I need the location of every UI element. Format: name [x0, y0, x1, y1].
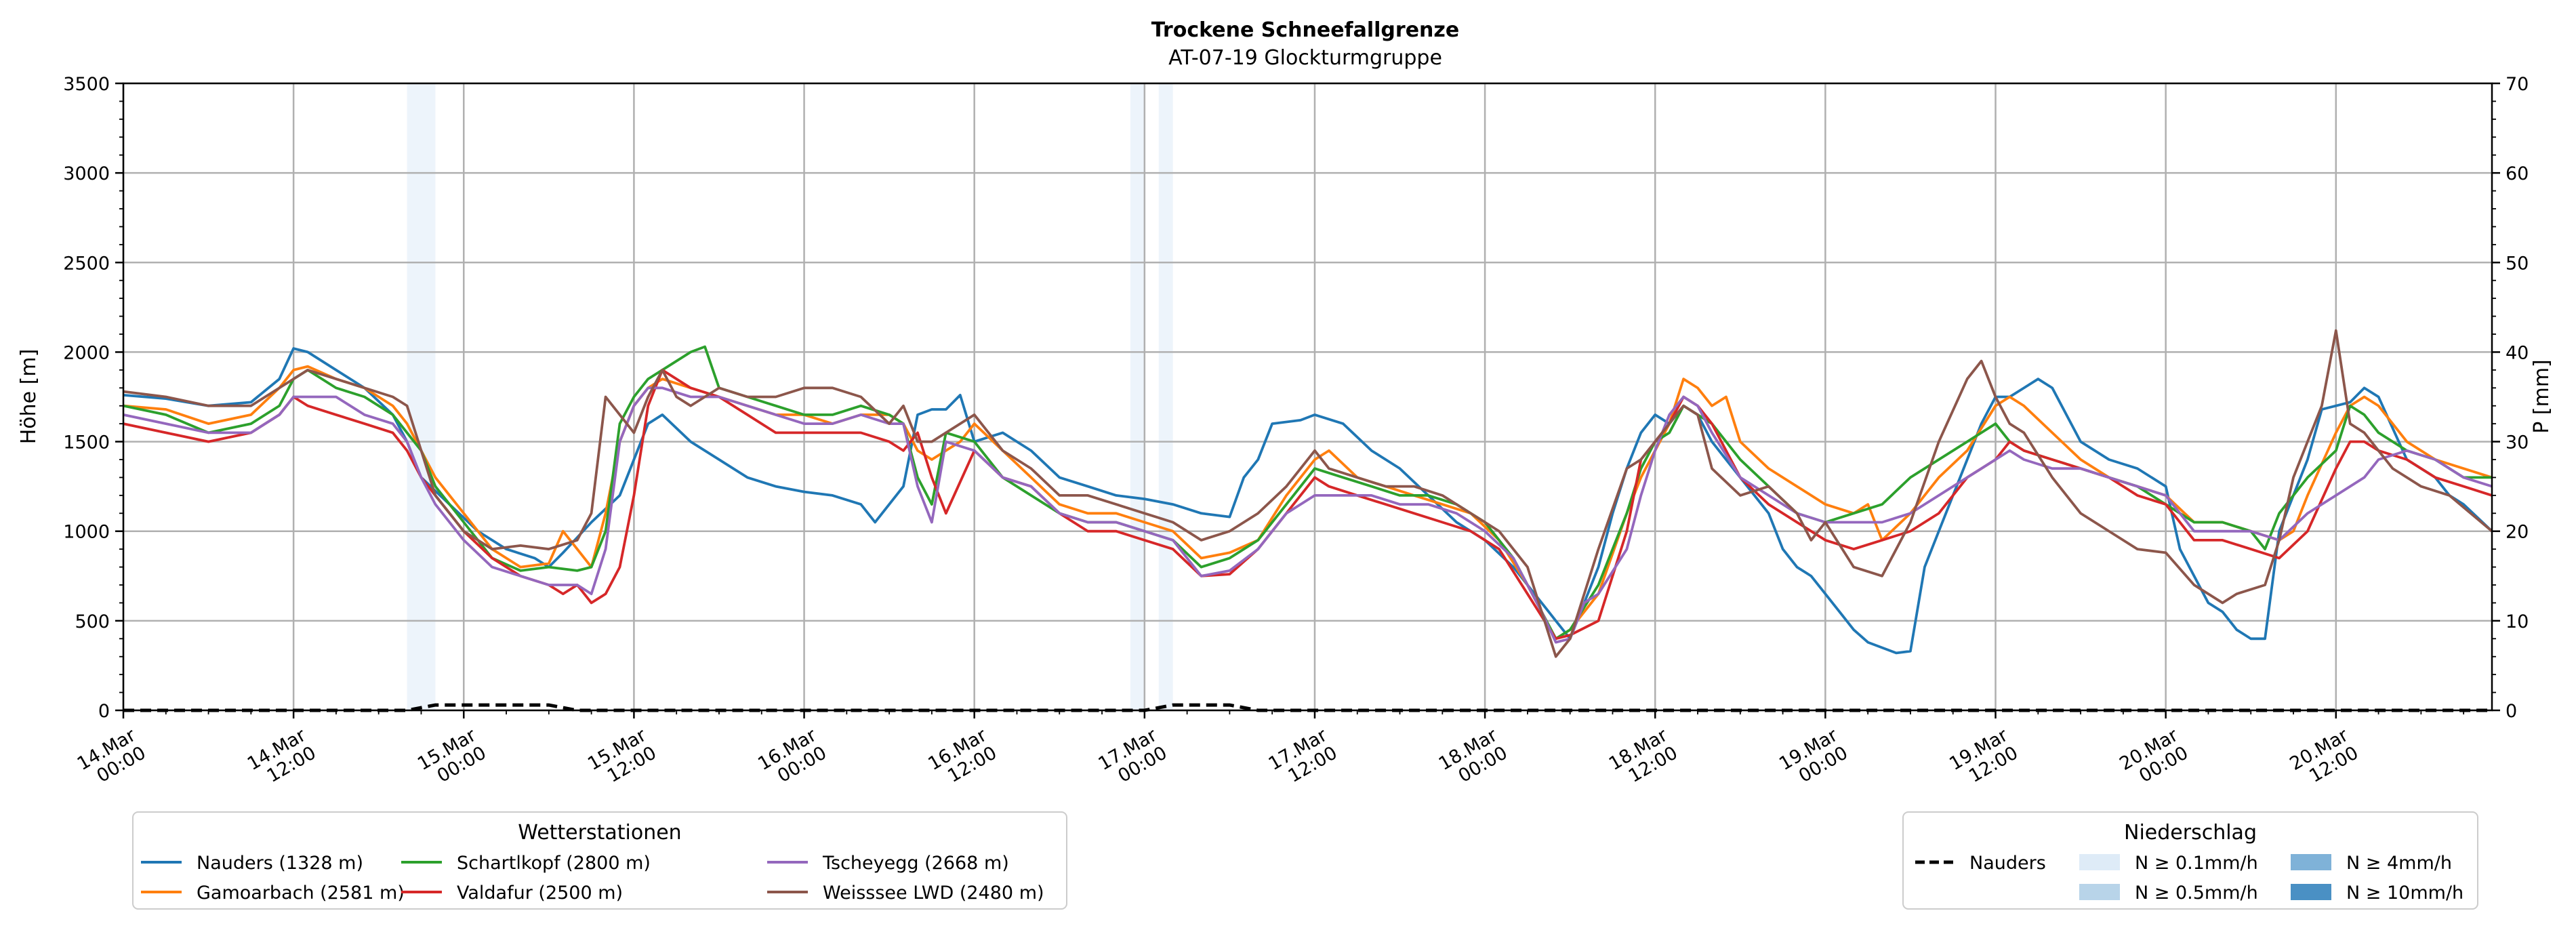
- legend-station-label-5: Weisssee LWD (2480 m): [823, 883, 1044, 904]
- plot-frame: [122, 82, 2493, 712]
- legend-station-label-0: Nauders (1328 m): [197, 853, 363, 874]
- y2-tick-label-6: 60: [2506, 163, 2529, 184]
- series-line-1: [123, 365, 2493, 641]
- legend-precip-swatch-0: [2079, 854, 2120, 870]
- stations-legend-frame: [132, 811, 1067, 910]
- y2-tick-label-2: 20: [2506, 522, 2529, 543]
- y-tick-label-5: 2500: [63, 253, 110, 274]
- legend-precip-label-1: N ≥ 0.5mm/h: [2135, 883, 2258, 904]
- chart-subtitle: AT-07-19 Glockturmgruppe: [1168, 46, 1442, 70]
- chart-title: Trockene Schneefallgrenze: [1151, 18, 1459, 42]
- stations-legend-title: Wetterstationen: [518, 821, 681, 845]
- legend-station-label-2: Schartlkopf (2800 m): [457, 853, 651, 874]
- y-tick-label-6: 3000: [63, 163, 110, 184]
- legend-station-label-4: Tscheyegg (2668 m): [822, 853, 1009, 874]
- legend-precip-swatch-1: [2079, 884, 2120, 900]
- y2-tick-label-3: 30: [2506, 432, 2529, 453]
- precip-legend-title: Niederschlag: [2124, 821, 2257, 845]
- legend-precip-label-0: N ≥ 0.1mm/h: [2135, 853, 2258, 874]
- y2-axis-label: P [mm]: [2530, 359, 2554, 433]
- stations-legend: Wetterstationen Nauders (1328 m) Gamoarba…: [132, 811, 1067, 910]
- precip-legend-frame: [1902, 811, 2478, 910]
- precip-shade-0: [407, 83, 436, 710]
- series-line-0: [123, 347, 2493, 655]
- legend-precip-swatch-2: [2291, 854, 2331, 870]
- precip-shade-2: [1158, 83, 1173, 710]
- y2-tick-label-0: 0: [2506, 701, 2517, 722]
- y-tick-label-4: 2000: [63, 342, 110, 363]
- series-line-5: [123, 329, 2493, 658]
- y-axis-label: Höhe [m]: [17, 349, 41, 445]
- x-tick-label-0: 14.Mar00:00: [74, 725, 150, 792]
- legend-station-label-3: Valdafur (2500 m): [457, 883, 623, 904]
- legend-precip-label-2: N ≥ 4mm/h: [2346, 853, 2452, 874]
- y2-tick-label-7: 70: [2506, 74, 2529, 95]
- precip-legend: Niederschlag Nauders N ≥ 0.1mm/h N ≥ 0.5m…: [1902, 811, 2478, 910]
- y2-tick-label-5: 50: [2506, 253, 2529, 274]
- y-tick-label-2: 1000: [63, 522, 110, 543]
- y-tick-label-3: 1500: [63, 432, 110, 453]
- y-tick-label-7: 3500: [63, 74, 110, 95]
- precip-shade-1: [1130, 83, 1145, 710]
- legend-precip-label-3: N ≥ 10mm/h: [2346, 883, 2463, 904]
- y-tick-label-0: 0: [98, 701, 110, 722]
- legend-station-label-1: Gamoarbach (2581 m): [197, 883, 405, 904]
- y2-tick-label-1: 10: [2506, 611, 2529, 632]
- y2-tick-label-4: 40: [2506, 342, 2529, 363]
- series-line-4: [123, 386, 2493, 644]
- legend-precip-swatch-3: [2291, 884, 2331, 900]
- y-tick-label-1: 500: [75, 611, 110, 632]
- legend-precip-line-label: Nauders: [1969, 853, 2046, 874]
